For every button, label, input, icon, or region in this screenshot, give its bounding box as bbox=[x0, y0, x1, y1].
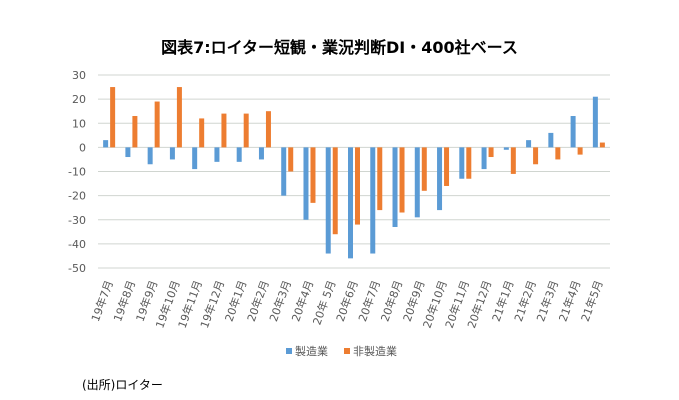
y-tick-label: 10 bbox=[72, 117, 86, 130]
bar-non-manufacturing bbox=[154, 101, 160, 148]
bar-manufacturing bbox=[103, 140, 109, 148]
bar-manufacturing bbox=[147, 147, 153, 165]
y-tick-label: 30 bbox=[72, 69, 86, 82]
bar-non-manufacturing bbox=[444, 147, 450, 186]
bar-non-manufacturing bbox=[599, 142, 605, 148]
bar-manufacturing bbox=[548, 132, 554, 148]
bar-non-manufacturing bbox=[555, 147, 561, 160]
bar-manufacturing bbox=[392, 147, 398, 227]
bar-manufacturing bbox=[570, 116, 576, 148]
bar-non-manufacturing bbox=[221, 113, 227, 148]
legend-swatch bbox=[286, 348, 292, 354]
bar-non-manufacturing bbox=[265, 111, 271, 148]
bar-non-manufacturing bbox=[377, 147, 383, 211]
bar-manufacturing bbox=[526, 140, 532, 148]
bar-non-manufacturing bbox=[176, 87, 182, 148]
bar-non-manufacturing bbox=[488, 147, 494, 158]
legend-swatch bbox=[344, 348, 350, 354]
y-tick-label: -40 bbox=[68, 238, 86, 251]
bar-non-manufacturing bbox=[199, 118, 205, 148]
bar-manufacturing bbox=[303, 147, 309, 220]
legend-label: 製造業 bbox=[295, 344, 328, 358]
y-tick-label: -50 bbox=[68, 262, 86, 275]
y-tick-label: 0 bbox=[79, 141, 86, 154]
chart-title: 図表7:ロイター短観・業況判断DI・400社ベース bbox=[161, 38, 518, 57]
bar-non-manufacturing bbox=[577, 147, 583, 155]
bar-manufacturing bbox=[370, 147, 376, 254]
bar-manufacturing bbox=[414, 147, 420, 218]
bar-manufacturing bbox=[481, 147, 487, 170]
source-note: (出所)ロイター bbox=[82, 378, 163, 392]
bar-manufacturing bbox=[169, 147, 175, 160]
bar-non-manufacturing bbox=[288, 147, 294, 172]
bar-non-manufacturing bbox=[399, 147, 405, 213]
bar-manufacturing bbox=[503, 147, 509, 150]
bar-manufacturing bbox=[437, 147, 443, 211]
bar-non-manufacturing bbox=[110, 87, 116, 148]
bar-non-manufacturing bbox=[466, 147, 472, 179]
bar-manufacturing bbox=[192, 147, 198, 170]
y-tick-label: -20 bbox=[68, 190, 86, 203]
y-tick-label: -30 bbox=[68, 214, 86, 227]
bar-non-manufacturing bbox=[310, 147, 316, 203]
bar-manufacturing bbox=[258, 147, 264, 160]
bar-non-manufacturing bbox=[510, 147, 516, 174]
bar-manufacturing bbox=[214, 147, 220, 162]
bar-non-manufacturing bbox=[332, 147, 338, 235]
bar-non-manufacturing bbox=[355, 147, 360, 225]
bar-manufacturing bbox=[236, 147, 242, 162]
y-tick-label: 20 bbox=[72, 93, 86, 106]
bar-manufacturing bbox=[325, 147, 331, 254]
bar-manufacturing bbox=[348, 147, 353, 259]
bar-manufacturing bbox=[281, 147, 287, 196]
bar-manufacturing bbox=[459, 147, 465, 179]
bar-manufacturing bbox=[592, 96, 598, 148]
bar-manufacturing bbox=[125, 147, 131, 158]
bar-non-manufacturing bbox=[132, 116, 138, 148]
y-tick-label: -10 bbox=[68, 166, 86, 179]
bar-non-manufacturing bbox=[533, 147, 539, 165]
legend-label: 非製造業 bbox=[353, 344, 397, 358]
bar-non-manufacturing bbox=[421, 147, 427, 191]
bar-non-manufacturing bbox=[243, 113, 249, 148]
